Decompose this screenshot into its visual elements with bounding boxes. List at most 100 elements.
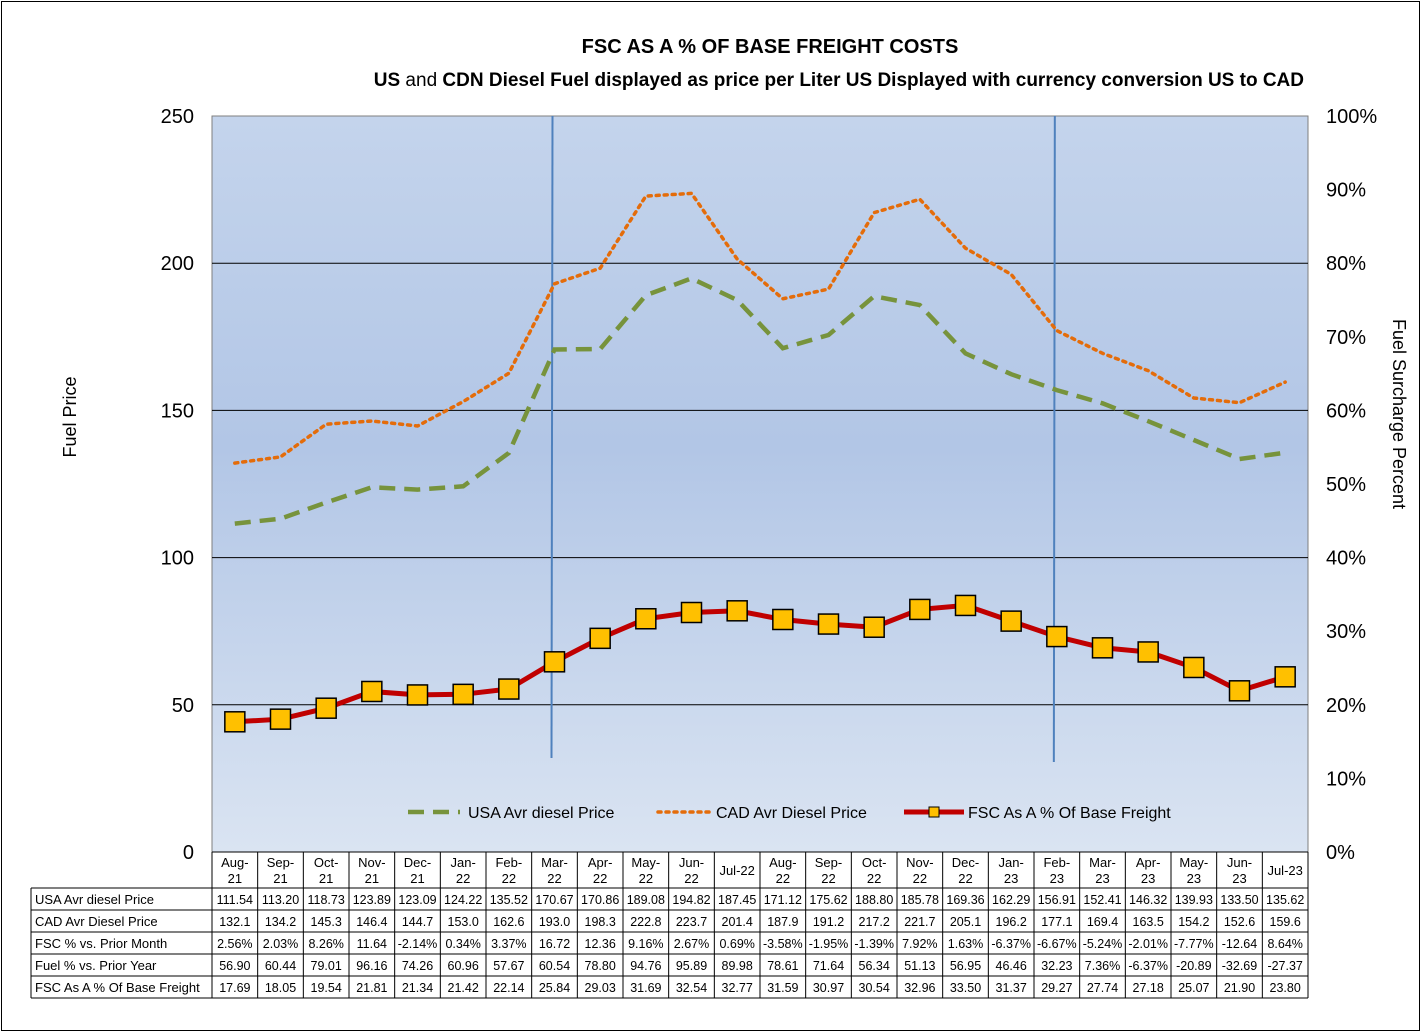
y2-tick-label: 60% [1326, 400, 1366, 422]
table-cell: 170.67 [535, 893, 573, 907]
table-row-label: Fuel % vs. Prior Year [35, 958, 157, 973]
table-cell: 191.2 [813, 915, 844, 929]
legend: USA Avr diesel Price CAD Avr Diesel Price… [408, 805, 1171, 822]
x-tick-label: Feb- [1043, 855, 1070, 870]
table-cell: 56.95 [950, 959, 981, 973]
legend-label: USA Avr diesel Price [468, 805, 615, 822]
table-cell: 146.32 [1129, 893, 1167, 907]
table-cell: 169.36 [946, 893, 984, 907]
data-table: Aug-21Sep-21Oct-21Nov-21Dec-21Jan-22Feb-… [30, 851, 1309, 999]
table-cell: 32.96 [904, 981, 935, 995]
table-cell: 7.36% [1085, 959, 1120, 973]
table-cell: 7.92% [902, 937, 937, 951]
fsc-point-marker [452, 683, 474, 706]
table-cell: 94.76 [630, 959, 661, 973]
y2-axis-title: Fuel Surcharge Percent [1389, 319, 1409, 509]
fsc-point-marker [1000, 610, 1022, 632]
table-cell: 162.29 [992, 893, 1030, 907]
table-cell: 154.2 [1178, 915, 1209, 929]
x-tick-label: Sep- [267, 855, 294, 870]
table-cell: -2.14% [398, 937, 438, 951]
table-cell: 32.77 [722, 981, 753, 995]
table-cell: -5.24% [1083, 937, 1123, 951]
series-layer [224, 191, 1296, 733]
table-cell: 60.96 [448, 959, 479, 973]
table-cell: 78.61 [767, 959, 798, 973]
table-cell: 30.97 [813, 981, 844, 995]
subtitle-part-and: and [400, 70, 442, 91]
fsc-point-marker [1228, 680, 1251, 702]
table-row-label: FSC % vs. Prior Month [35, 936, 167, 951]
table-cell: 74.26 [402, 959, 433, 973]
x-tick-label: 21 [319, 871, 333, 886]
legend-item: FSC As A % Of Base Freight [904, 805, 1171, 822]
x-tick-label: 22 [593, 871, 607, 886]
series-3 [224, 594, 1296, 733]
table-cell: 189.08 [627, 893, 665, 907]
table-cell: 152.6 [1224, 915, 1255, 929]
y-tick-label: 0 [183, 842, 194, 864]
table-cell: 96.16 [356, 959, 387, 973]
x-tick-label: Dec- [404, 855, 431, 870]
legend-item: CAD Avr Diesel Price [656, 805, 867, 822]
x-tick-label: 23 [1141, 871, 1155, 886]
x-tick-label: Mar- [1089, 855, 1116, 870]
fsc-point-marker [635, 608, 657, 630]
x-tick-label: 21 [273, 871, 287, 886]
x-tick-label: Oct- [862, 855, 887, 870]
x-tick-label: 22 [776, 871, 790, 886]
x-tick-label: 23 [1187, 871, 1201, 886]
fsc-point-marker [498, 678, 520, 700]
table-cell: 33.50 [950, 981, 981, 995]
x-tick-label: Jun- [1227, 855, 1252, 870]
x-tick-label: May- [1179, 855, 1208, 870]
fsc-point-marker [1183, 656, 1205, 679]
plot-area [211, 115, 1309, 853]
table-cell: 31.37 [996, 981, 1027, 995]
table-row-label: FSC As A % Of Base Freight [35, 980, 200, 995]
fsc-point-marker [589, 627, 611, 650]
y2-tick-label: 40% [1326, 548, 1366, 570]
y-axis-title: Fuel Price [60, 376, 80, 457]
table-cell: -6.37% [1128, 959, 1168, 973]
fsc-point-marker [726, 600, 748, 622]
x-tick-label: 23 [1004, 871, 1018, 886]
table-cell: 194.82 [672, 893, 710, 907]
fsc-point-marker [224, 711, 246, 733]
table-cell: 139.93 [1175, 893, 1213, 907]
table-cell: 60.44 [265, 959, 296, 973]
table-cell: 205.1 [950, 915, 981, 929]
table-cell: -1.95% [809, 937, 849, 951]
vertical-marker-line [1052, 115, 1056, 763]
x-tick-label: Dec- [952, 855, 979, 870]
chart-title: FSC AS A % OF BASE FREIGHT COSTS [582, 36, 959, 58]
table-cell: 32.54 [676, 981, 707, 995]
x-tick-label: 21 [365, 871, 379, 886]
table-cell: 17.69 [219, 981, 250, 995]
table-cell: 11.64 [357, 937, 387, 951]
table-cell: 132.1 [219, 915, 250, 929]
legend-item: USA Avr diesel Price [408, 805, 615, 822]
x-tick-label: 23 [1232, 871, 1246, 886]
table-row-label: USA Avr diesel Price [35, 892, 154, 907]
y2-tick-label: 50% [1326, 474, 1366, 496]
grid-lines [212, 262, 1308, 706]
x-tick-label: Nov- [358, 855, 385, 870]
fsc-point-marker [954, 594, 977, 617]
vertical-markers [550, 115, 1056, 763]
x-tick-label: 23 [1095, 871, 1109, 886]
table-cell: 46.46 [996, 959, 1027, 973]
table-cell: 12.36 [585, 937, 616, 951]
table-cell: 1.63% [948, 937, 983, 951]
table-cell: 2.67% [674, 937, 709, 951]
fsc-point-marker [315, 697, 337, 719]
table-cell: 187.9 [767, 915, 798, 929]
table-cell: 2.03% [263, 937, 298, 951]
table-cell: 124.22 [444, 893, 482, 907]
table-cell: 22.14 [493, 981, 524, 995]
fsc-point-marker [1091, 637, 1114, 659]
table-cell: 3.37% [491, 937, 526, 951]
table-cell: 78.80 [585, 959, 616, 973]
table-cell: 123.09 [398, 893, 436, 907]
table-cell: 29.03 [585, 981, 616, 995]
